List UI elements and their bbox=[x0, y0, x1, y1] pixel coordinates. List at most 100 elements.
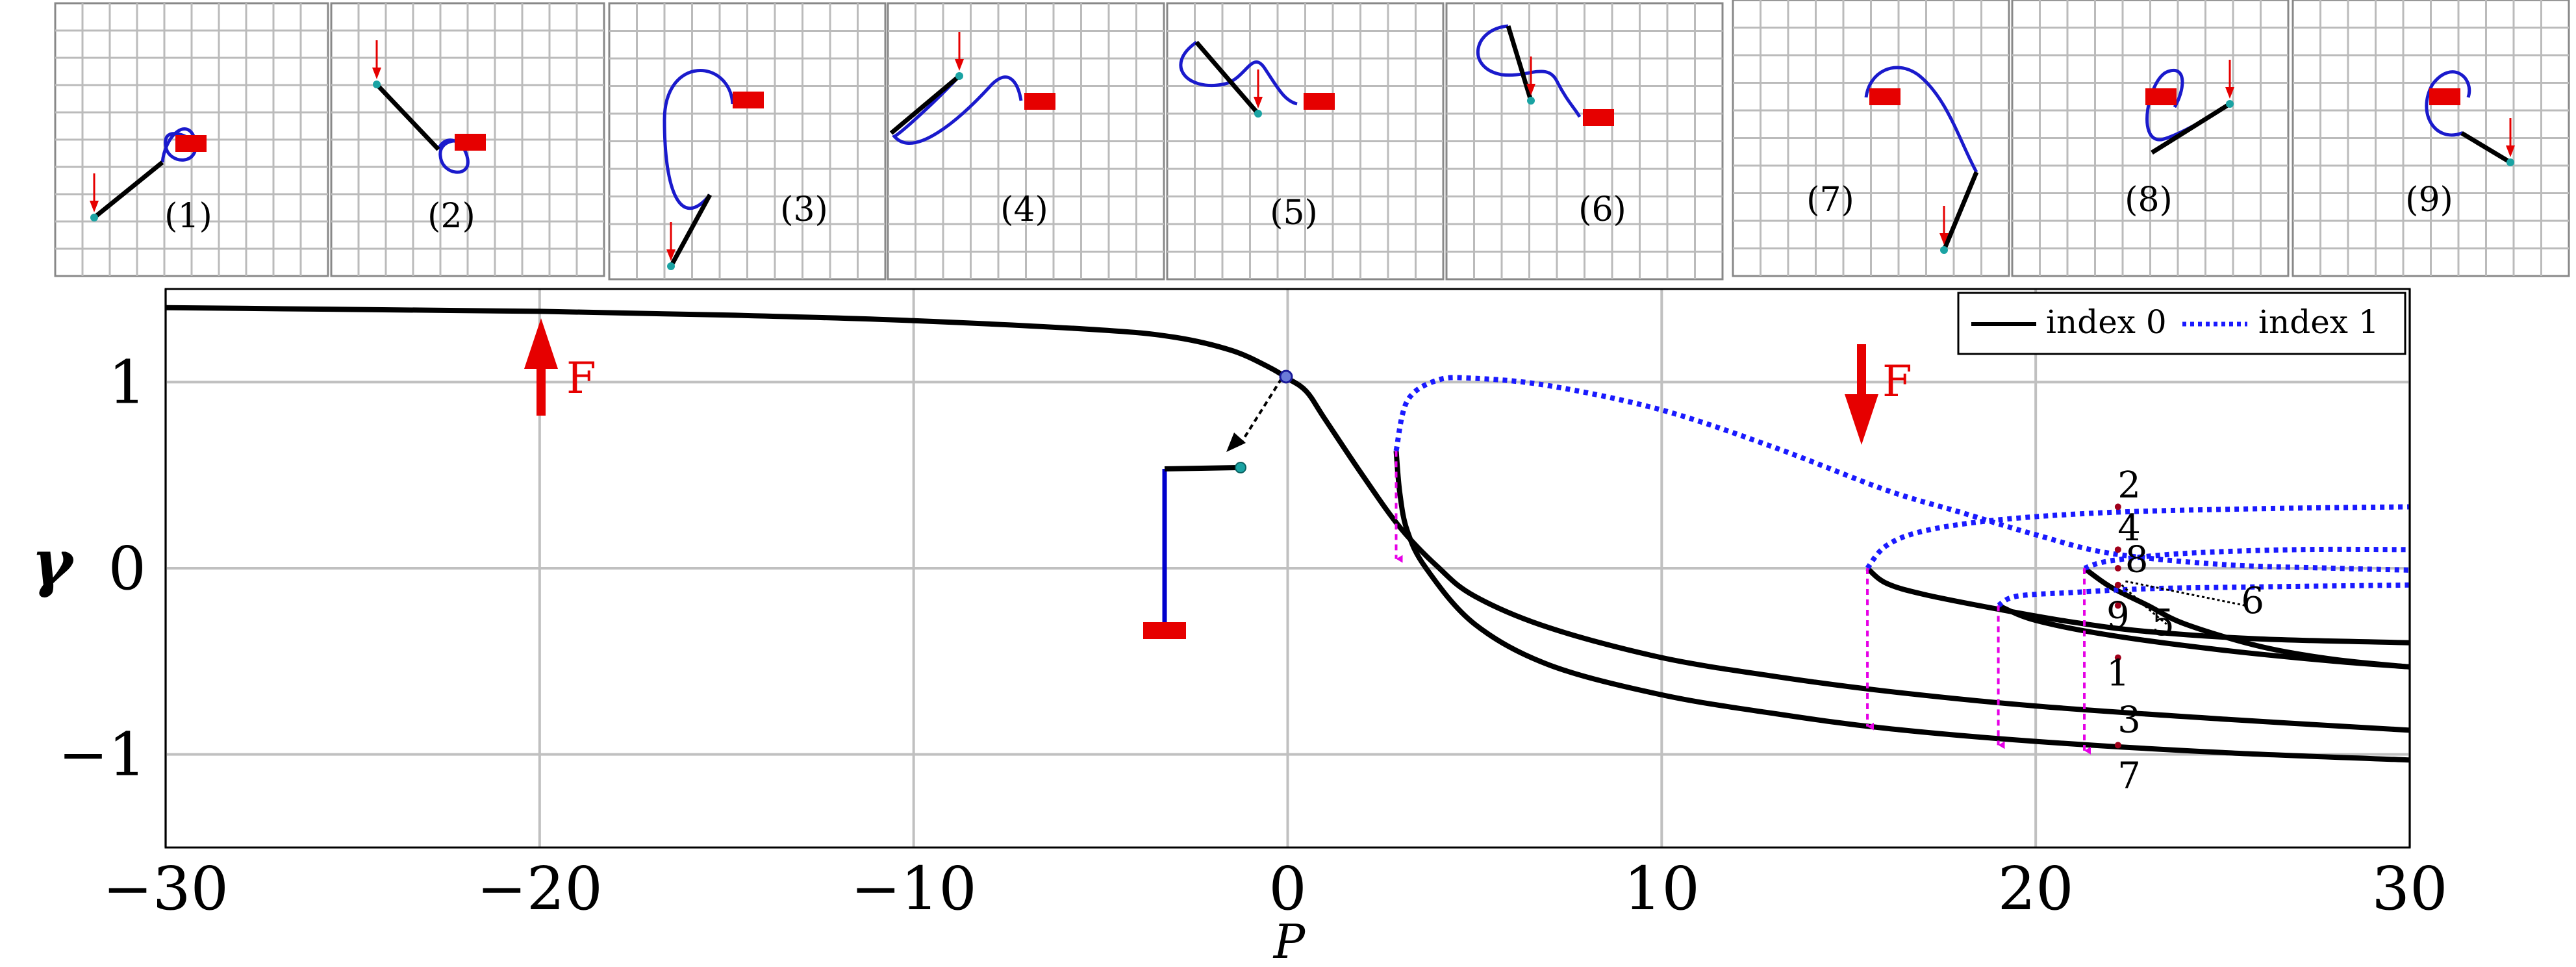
rod-rigid-segment bbox=[889, 74, 961, 135]
x-tick-label: 30 bbox=[2371, 854, 2447, 923]
point-label: 5 bbox=[2151, 602, 2175, 644]
series-1-branch bbox=[1865, 504, 2410, 570]
state-point bbox=[2114, 654, 2121, 661]
rod-rigid-segment bbox=[1941, 171, 1979, 251]
point-label: 8 bbox=[2125, 539, 2149, 581]
state-point bbox=[2114, 602, 2121, 609]
state-point bbox=[2114, 742, 2121, 749]
chart-annotations: 248 9 13 7 5 6 bbox=[1395, 451, 2264, 797]
snapshot-panel: (7) bbox=[1732, 0, 2010, 277]
panel-label: (9) bbox=[2405, 181, 2453, 220]
tip-marker bbox=[373, 81, 381, 88]
panel-label: (5) bbox=[1270, 194, 1318, 232]
snapshot-panel: (6) bbox=[1445, 2, 1724, 281]
rod-rigid-segment bbox=[1506, 25, 1534, 102]
snapshot-panel: (3) bbox=[608, 2, 887, 281]
x-axis-label: P bbox=[1272, 914, 1306, 967]
series-0-branch bbox=[1865, 566, 2410, 646]
x-tick-label: 10 bbox=[1624, 854, 1700, 923]
state-point bbox=[2114, 565, 2121, 571]
panel-label: (1) bbox=[164, 197, 212, 236]
clamp bbox=[175, 135, 207, 152]
panel-label: (6) bbox=[1578, 190, 1626, 229]
force-label-down: F bbox=[1882, 357, 1912, 407]
clamp bbox=[1304, 93, 1335, 110]
snapshot-panel: (1) bbox=[54, 2, 329, 277]
rod-rigid-segment bbox=[2460, 131, 2512, 165]
pointer-5 bbox=[2121, 584, 2167, 625]
clamp bbox=[1869, 88, 1900, 105]
force-arrow-up: F bbox=[524, 318, 596, 416]
bifurcation-point-marker bbox=[1279, 370, 1293, 384]
series-0-branch bbox=[1393, 451, 2410, 763]
panel-label: (4) bbox=[1000, 190, 1048, 229]
point-label: 3 bbox=[2117, 699, 2141, 741]
tip-marker bbox=[955, 72, 963, 80]
snapshot-panel: (4) bbox=[887, 2, 1165, 281]
inset-tip-marker bbox=[1235, 462, 1246, 473]
clamp bbox=[2145, 88, 2177, 105]
clamp bbox=[455, 134, 486, 151]
snapshot-panel: (9) bbox=[2292, 0, 2570, 277]
rod-rigid-segment bbox=[92, 160, 164, 220]
point-label: 4 bbox=[2117, 507, 2141, 549]
tip-marker bbox=[1254, 110, 1262, 118]
series-0-branch bbox=[165, 305, 2410, 733]
panel-label: (3) bbox=[780, 190, 828, 229]
rod-rigid-segment bbox=[2151, 102, 2231, 155]
rod-flexible-segment bbox=[1864, 66, 1978, 173]
snapshot-panel: (2) bbox=[330, 2, 605, 277]
snapshot-panel: (8) bbox=[2011, 0, 2290, 277]
rod-rigid-segment bbox=[668, 194, 713, 268]
x-tick-label: −20 bbox=[477, 854, 603, 923]
point-label: 2 bbox=[2117, 464, 2141, 507]
panel-label: (7) bbox=[1806, 181, 1854, 220]
rod-rigid-segment bbox=[375, 82, 440, 151]
tip-marker bbox=[1527, 97, 1535, 105]
plot-frame bbox=[164, 288, 2411, 849]
point-label: 7 bbox=[2117, 755, 2141, 797]
tip-marker bbox=[2226, 100, 2234, 108]
series-1-branch bbox=[1997, 582, 2410, 608]
x-tick-label: 0 bbox=[1269, 854, 1307, 923]
x-tick-label: −30 bbox=[103, 854, 229, 923]
inset-clamp bbox=[1143, 622, 1186, 639]
state-point bbox=[2114, 546, 2121, 553]
legend: index 0 index 1 bbox=[1957, 292, 2406, 355]
tip-marker bbox=[90, 214, 98, 221]
tip-marker bbox=[667, 262, 675, 270]
rod-flexible-segment bbox=[663, 69, 735, 210]
snapshot-panel: (5) bbox=[1166, 2, 1445, 281]
panel-label: (2) bbox=[427, 197, 475, 236]
legend-label-index1: index 1 bbox=[2258, 303, 2379, 341]
state-point bbox=[2114, 503, 2121, 510]
inset-rod-illustration bbox=[1143, 370, 1293, 639]
clamp bbox=[733, 92, 764, 108]
rod-rigid-segment bbox=[1194, 40, 1260, 116]
curves bbox=[165, 305, 2410, 763]
legend-label-index0: index 0 bbox=[2046, 303, 2167, 341]
inset-pointer bbox=[1241, 377, 1283, 443]
rod-flexible-segment bbox=[1179, 40, 1298, 106]
clamp bbox=[1024, 93, 1055, 110]
point-label: 6 bbox=[2241, 580, 2264, 622]
inset-black-segment bbox=[1164, 465, 1240, 471]
state-point bbox=[2114, 581, 2121, 588]
y-tick-labels: 1 0 −1 bbox=[58, 347, 146, 789]
series-1-branch bbox=[2083, 546, 2410, 571]
x-tick-labels: −30 −20 −10 0 10 20 30 bbox=[103, 854, 2448, 923]
y-tick-label: 1 bbox=[108, 347, 146, 417]
force-arrow-down: F bbox=[1845, 344, 1912, 445]
snapshot-panels: (1) (2) (3) (4) (5) (6) (7) (8) (9) bbox=[54, 0, 2570, 281]
y-tick-label: −1 bbox=[58, 720, 146, 790]
point-label: 9 bbox=[2106, 595, 2130, 637]
rod-flexible-segment bbox=[892, 75, 1023, 145]
tip-marker bbox=[2507, 158, 2514, 166]
clamp bbox=[1583, 109, 1614, 126]
tip-marker bbox=[1940, 246, 1948, 254]
series-1-branch bbox=[1393, 375, 2410, 573]
y-axis-label: γ bbox=[31, 526, 75, 599]
panel-label: (8) bbox=[2125, 181, 2173, 220]
series-0-branch bbox=[2082, 566, 2410, 670]
